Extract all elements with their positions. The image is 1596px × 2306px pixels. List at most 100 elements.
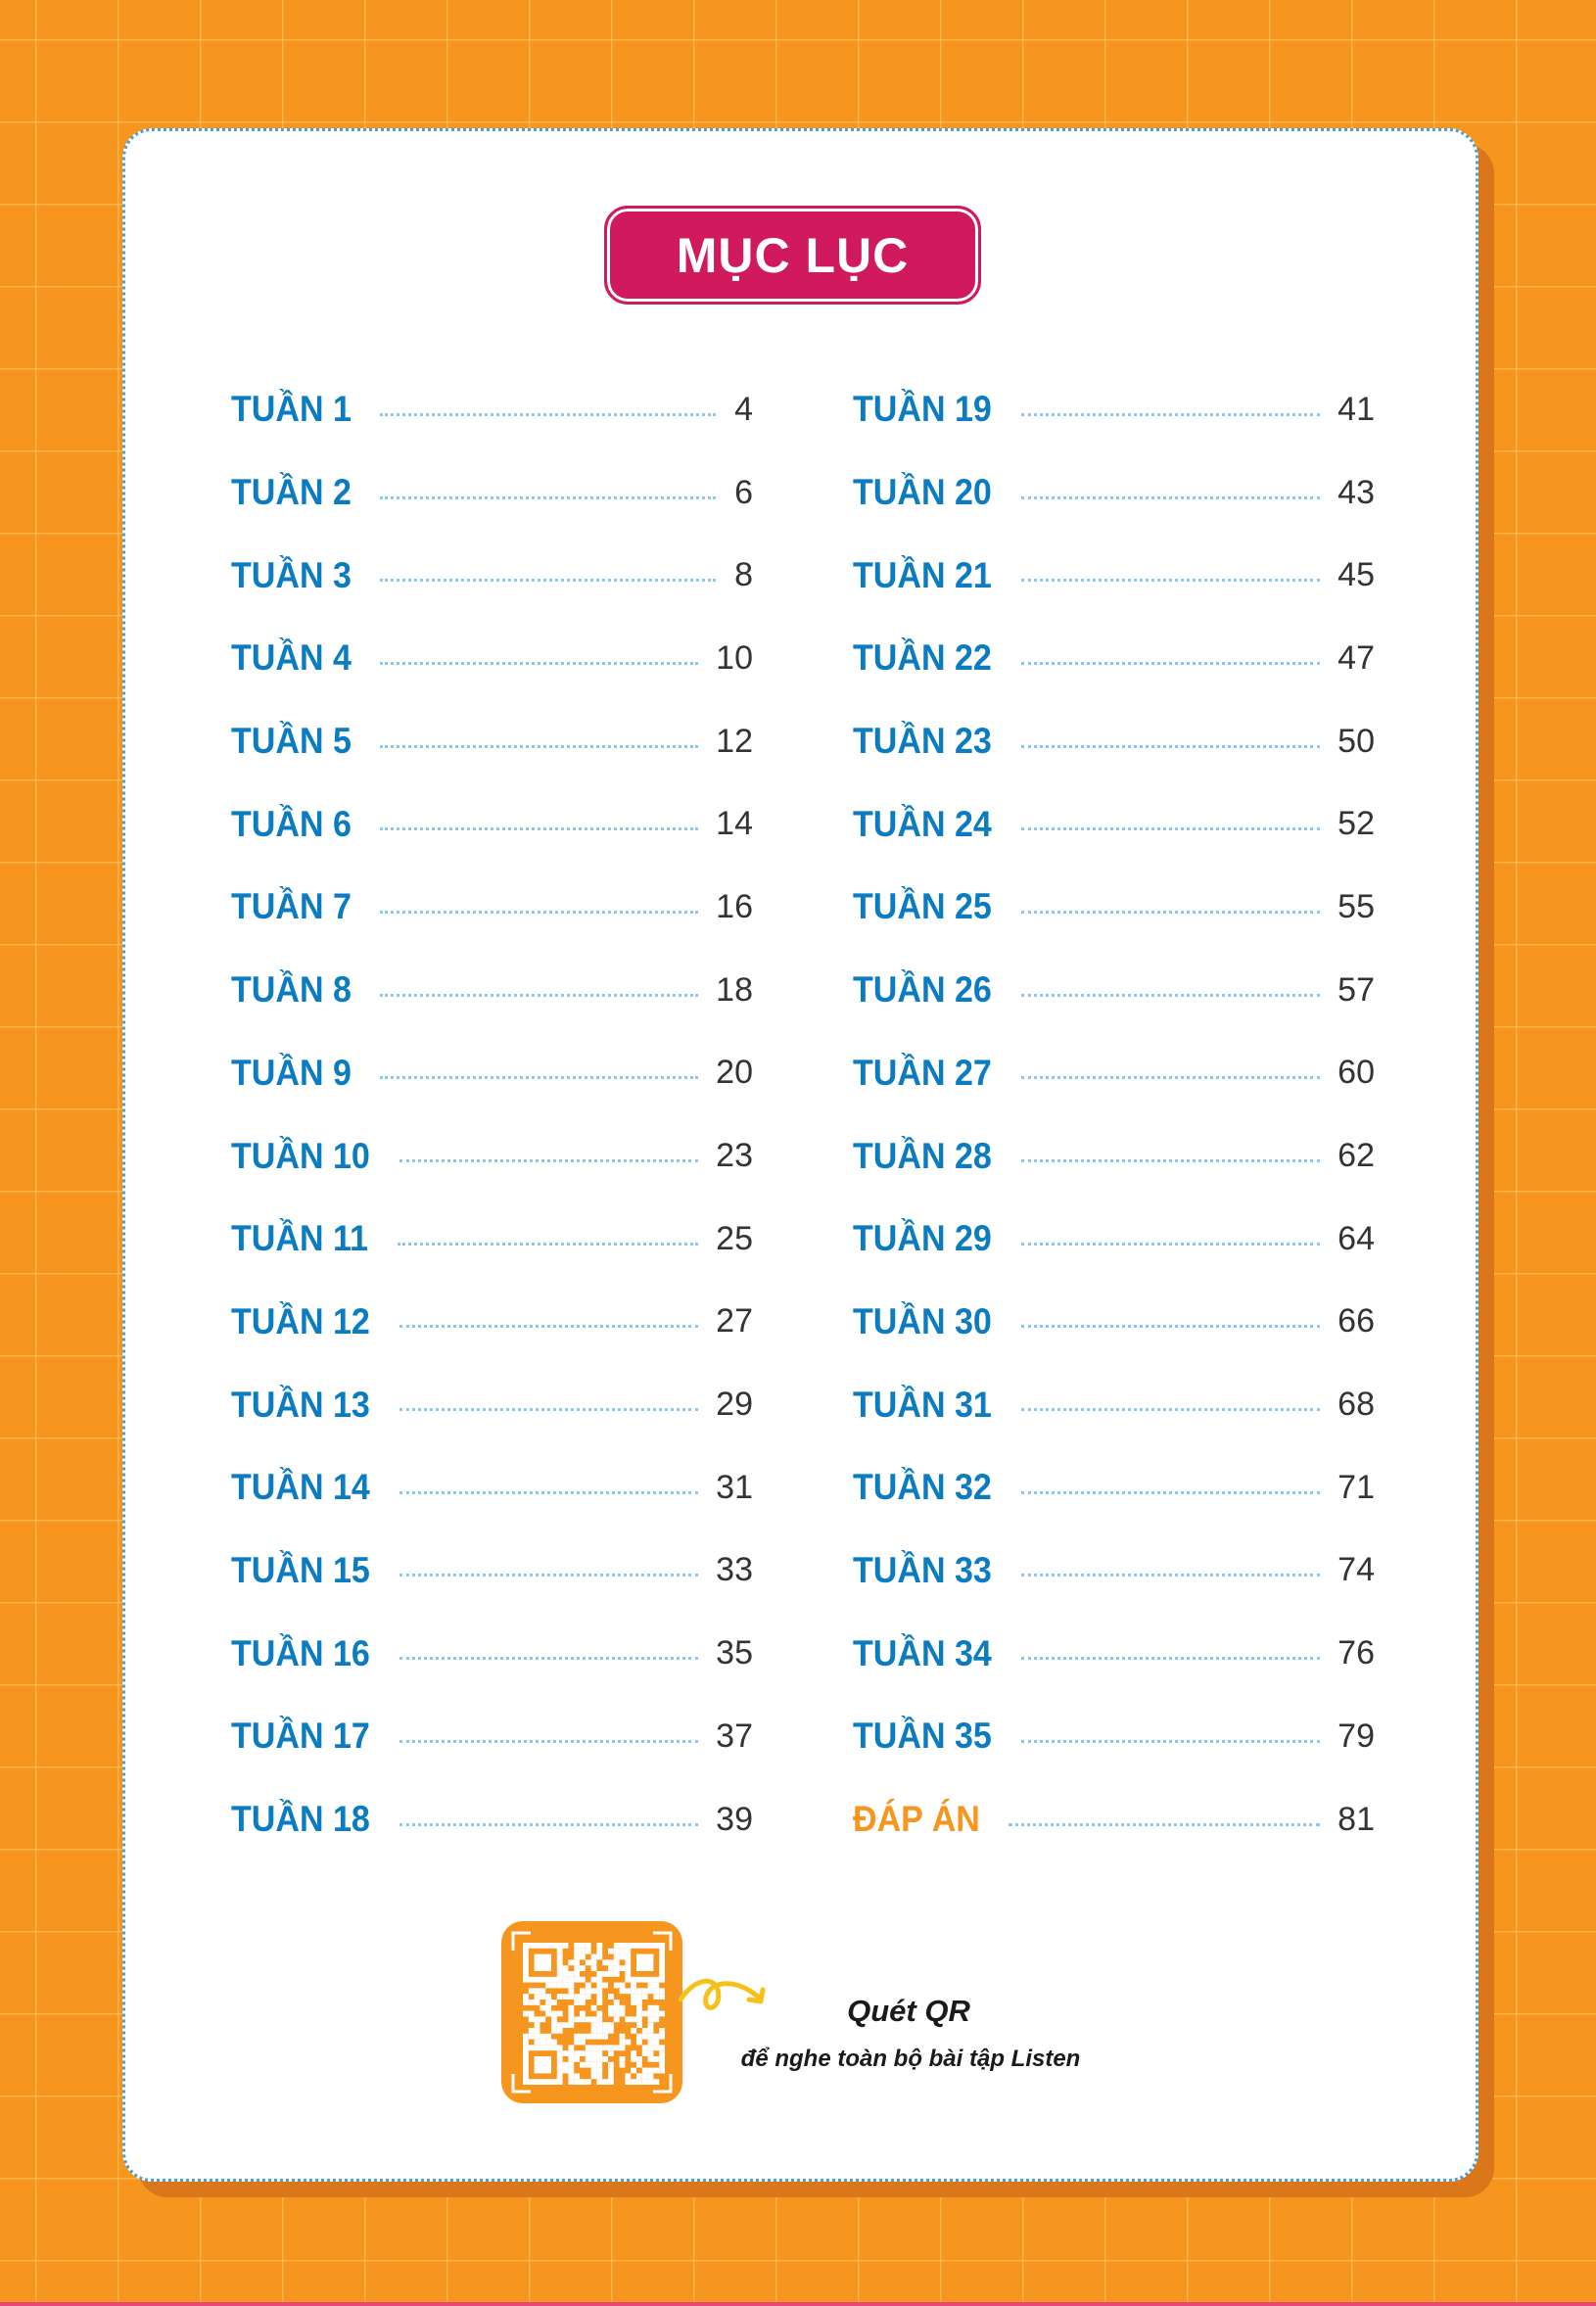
contents-card [122,128,1479,2182]
toc-entry-page: 52 [1338,805,1375,843]
toc-entry-label: TUẦN 26 [853,969,992,1011]
toc-entry-label: TUẦN 17 [231,1716,370,1757]
toc-entry[interactable]: TUẦN 9 20 [231,1032,753,1115]
dot-leader [399,1739,699,1743]
toc-entry-page: 31 [716,1468,753,1506]
toc-entry-label: TUẦN 24 [853,803,992,844]
toc-entry-page: 79 [1338,1717,1375,1755]
dot-leader [1021,495,1321,499]
toc-entry[interactable]: TUẦN 27 60 [853,1032,1375,1115]
toc-entry-page: 81 [1338,1800,1375,1838]
toc-entry-label: TUẦN 5 [231,721,352,762]
toc-entry[interactable]: TUẦN 13 29 [231,1363,753,1446]
toc-entry-label: TUẦN 22 [853,637,992,679]
toc-entry-page: 74 [1338,1551,1375,1589]
dot-leader [1021,1242,1321,1246]
toc-entry-label: TUẦN 9 [231,1052,352,1093]
toc-entry-label: TUẦN 25 [853,886,992,927]
dot-leader [1021,412,1321,416]
dot-leader [379,661,699,665]
toc-entry-page: 45 [1338,556,1375,594]
toc-entry-label: TUẦN 6 [231,803,352,844]
toc-entry-label: TUẦN 32 [853,1467,992,1508]
toc-entry[interactable]: TUẦN 10 23 [231,1114,753,1198]
toc-entry[interactable]: TUẦN 29 64 [853,1198,1375,1281]
toc-entry[interactable]: TUẦN 23 50 [853,700,1375,783]
dot-leader [399,1574,699,1577]
toc-entry-page: 12 [716,722,753,760]
toc-entry-label: ĐÁP ÁN [853,1799,980,1840]
toc-entry-label: TUẦN 1 [231,389,352,430]
toc-entry[interactable]: TUẦN 34 76 [853,1612,1375,1695]
dot-leader [379,993,699,997]
toc-entry-page: 64 [1338,1219,1375,1257]
toc-entry[interactable]: TUẦN 6 14 [231,782,753,866]
toc-entry-label: TUẦN 31 [853,1384,992,1425]
toc-entry[interactable]: TUẦN 15 33 [231,1529,753,1613]
toc-entry-page: 68 [1338,1386,1375,1424]
toc-entry-page: 66 [1338,1302,1375,1341]
toc-entry[interactable]: TUẦN 22 47 [853,617,1375,700]
toc-entry-page: 35 [716,1634,753,1672]
toc-entry[interactable]: TUẦN 20 43 [853,451,1375,535]
toc-entry[interactable]: TUẦN 4 10 [231,617,753,700]
page-title: MỤC LỤC [604,206,981,305]
dot-leader [379,1076,699,1080]
toc-entry[interactable]: TUẦN 8 18 [231,949,753,1032]
toc-entry[interactable]: TUẦN 1 4 [231,368,753,451]
dot-leader [1021,1490,1321,1494]
toc-entry[interactable]: TUẦN 5 12 [231,700,753,783]
toc-entry[interactable]: TUẦN 7 16 [231,866,753,949]
toc-entry-label: TUẦN 29 [853,1218,992,1259]
dot-leader [399,1408,699,1412]
toc-entry[interactable]: TUẦN 35 79 [853,1695,1375,1778]
toc-entry[interactable]: ĐÁP ÁN 81 [853,1778,1375,1861]
qr-title: Quét QR [847,1994,970,2028]
toc-entry[interactable]: TUẦN 14 31 [231,1446,753,1529]
toc-right-column: TUẦN 19 41 TUẦN 20 43 TUẦN 21 45 TUẦN 22 47 TUẦN… [853,368,1375,1860]
toc-entry[interactable]: TUẦN 32 71 [853,1446,1375,1529]
dot-leader [1021,1657,1321,1661]
dot-leader [1021,1574,1321,1577]
dot-leader [1009,1822,1321,1826]
toc-entry[interactable]: TUẦN 25 55 [853,866,1375,949]
toc-entry[interactable]: TUẦN 28 62 [853,1114,1375,1198]
toc-entry-page: 71 [1338,1468,1375,1506]
toc-entry[interactable]: TUẦN 21 45 [853,534,1375,617]
toc-entry-page: 43 [1338,473,1375,511]
toc-entry[interactable]: TUẦN 17 37 [231,1695,753,1778]
toc-entry[interactable]: TUẦN 12 27 [231,1281,753,1364]
toc-entry[interactable]: TUẦN 33 74 [853,1529,1375,1613]
toc-entry-label: TUẦN 13 [231,1384,370,1425]
toc-entry-label: TUẦN 8 [231,969,352,1011]
toc-entry-label: TUẦN 10 [231,1135,370,1176]
toc-entry[interactable]: TUẦN 3 8 [231,534,753,617]
toc-entry[interactable]: TUẦN 24 52 [853,782,1375,866]
toc-entry-page: 20 [716,1054,753,1092]
dot-leader [1021,744,1321,748]
toc-entry-page: 60 [1338,1054,1375,1092]
toc-entry-label: TUẦN 2 [231,472,352,513]
dot-leader [1021,661,1321,665]
toc-entry-label: TUẦN 18 [231,1799,370,1840]
toc-entry[interactable]: TUẦN 18 39 [231,1778,753,1861]
toc-entry-page: 76 [1338,1634,1375,1672]
toc-entry[interactable]: TUẦN 26 57 [853,949,1375,1032]
toc-entry-label: TUẦN 30 [853,1300,992,1341]
toc-entry[interactable]: TUẦN 16 35 [231,1612,753,1695]
dot-leader [379,910,699,914]
toc-entry-page: 6 [734,473,753,511]
toc-entry-label: TUẦN 15 [231,1549,370,1590]
toc-entry[interactable]: TUẦN 2 6 [231,451,753,535]
toc-entry-page: 10 [716,638,753,677]
toc-entry-label: TUẦN 27 [853,1052,992,1093]
toc-entry-page: 55 [1338,887,1375,925]
toc-entry[interactable]: TUẦN 31 68 [853,1363,1375,1446]
toc-entry[interactable]: TUẦN 19 41 [853,368,1375,451]
toc-entry[interactable]: TUẦN 30 66 [853,1281,1375,1364]
toc-entry[interactable]: TUẦN 11 25 [231,1198,753,1281]
dot-leader [1021,1739,1321,1743]
toc-entry-label: TUẦN 12 [231,1300,370,1341]
toc-entry-label: TUẦN 16 [231,1632,370,1673]
dot-leader [379,579,716,583]
